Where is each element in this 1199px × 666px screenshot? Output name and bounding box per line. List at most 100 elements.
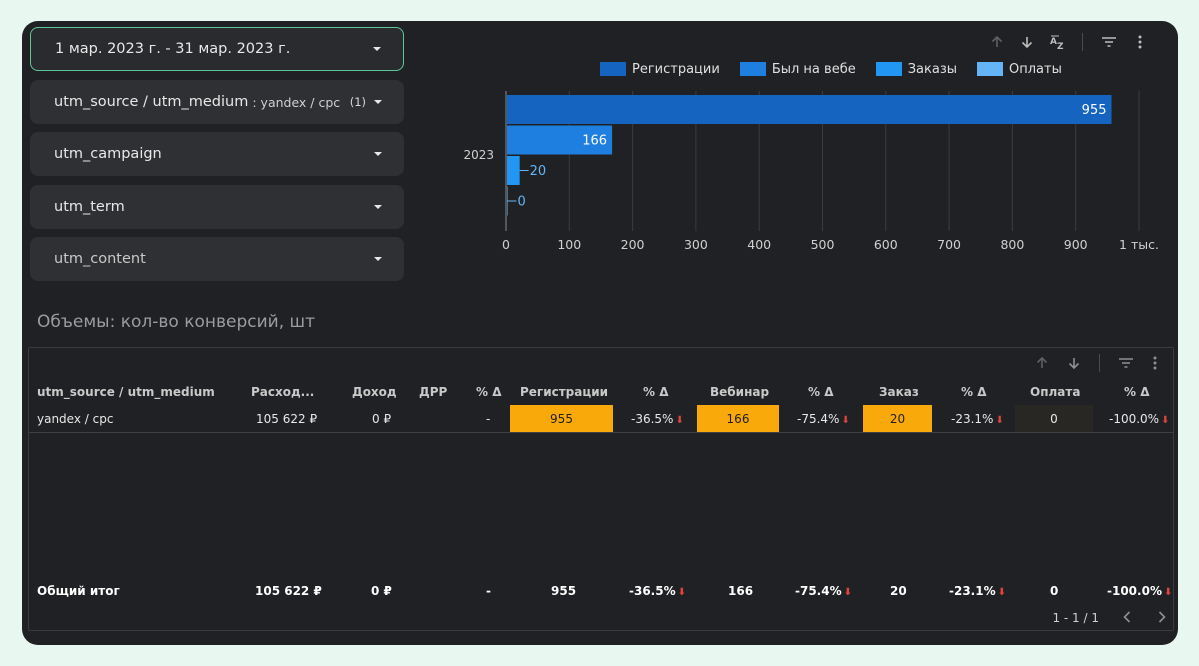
x-tick-label: 500 [811, 237, 835, 252]
cell-pay-delta: -100.0% ⬇ [1109, 412, 1170, 426]
header-webinar[interactable]: Вебинар [710, 385, 770, 399]
filter-icon[interactable] [1117, 354, 1135, 372]
total-income: 0 ₽ [371, 584, 392, 598]
total-webinar: 166 [728, 584, 754, 598]
filter-label: utm_campaign [54, 146, 162, 162]
header-income[interactable]: Доход [352, 385, 397, 399]
legend-item-registrations[interactable]: Регистрации [600, 62, 720, 77]
date-range-control[interactable]: 1 мар. 2023 г. - 31 мар. 2023 г. [30, 27, 404, 71]
cell-reg-delta: -36.5% ⬇ [631, 412, 684, 426]
cell-web-delta: -75.4% ⬇ [797, 412, 850, 426]
legend-label: Был на вебе [771, 61, 856, 77]
cell-spend: 105 622 ₽ [256, 412, 318, 426]
arrow-down-red-icon: ⬇ [995, 415, 1004, 426]
arrow-up-icon[interactable] [1033, 354, 1051, 372]
chevron-down-icon [373, 47, 381, 51]
total-order-delta: -23.1% ⬇ [949, 584, 1007, 598]
total-payment: 0 [1050, 584, 1059, 598]
total-order: 20 [890, 584, 907, 598]
date-range-label: 1 мар. 2023 г. - 31 мар. 2023 г. [55, 41, 291, 57]
toolbar-divider [1099, 354, 1100, 372]
legend-swatch [739, 62, 766, 76]
filter-value: : yandex / cpc [252, 94, 341, 110]
header-spend[interactable]: Расход... [251, 385, 315, 399]
total-reg-delta: -36.5% ⬇ [629, 584, 687, 598]
total-pay-delta: -100.0% ⬇ [1107, 584, 1173, 598]
header-source-medium[interactable]: utm_source / utm_medium [37, 385, 215, 399]
x-tick-label: 700 [937, 237, 961, 252]
bar-data-label: 0 [518, 195, 526, 210]
arrow-down-red-icon: ⬇ [997, 587, 1007, 598]
arrow-down-red-icon: ⬇ [841, 415, 850, 426]
x-tick-label: 200 [621, 237, 645, 252]
legend-swatch [600, 62, 626, 76]
source-medium-filter[interactable]: utm_source / utm_medium: yandex / cpc (1… [30, 80, 404, 124]
total-spend: 105 622 ₽ [255, 584, 322, 598]
cell-drr: - [486, 412, 491, 426]
cell-webinar: 166 [697, 405, 779, 433]
x-tick-label: 400 [747, 237, 771, 252]
legend-item-webinar[interactable]: Был на вебе [739, 61, 856, 77]
chevron-left-icon[interactable] [1119, 608, 1135, 626]
legend-label: Оплаты [1009, 61, 1062, 77]
cell-income: 0 ₽ [372, 412, 392, 426]
header-drr[interactable]: ДРР [419, 385, 448, 399]
y-category-label: 2023 [463, 148, 494, 162]
arrow-down-red-icon: ⬇ [675, 415, 684, 426]
cell-order: 20 [863, 405, 932, 433]
bar-data-label: 166 [582, 134, 607, 149]
term-filter[interactable]: utm_term [30, 185, 404, 229]
x-tick-label: 1 тыс. [1119, 237, 1159, 252]
arrow-down-icon[interactable] [1065, 354, 1083, 372]
pagination-label: 1 - 1 / 1 [1052, 611, 1099, 625]
total-label: Общий итог [37, 584, 120, 598]
legend-label: Заказы [907, 61, 958, 77]
x-tick-label: 300 [684, 237, 708, 252]
toolbar-divider [1082, 33, 1083, 51]
header-registrations[interactable]: Регистрации [520, 385, 609, 399]
filter-icon[interactable] [1100, 33, 1118, 51]
x-tick-label: 800 [1000, 237, 1024, 252]
chevron-down-icon [374, 205, 382, 209]
section-title: Объемы: кол-во конверсий, шт [37, 312, 315, 332]
legend-label: Регистрации [632, 61, 720, 77]
chevron-down-icon [374, 100, 382, 104]
bar-data-label: 20 [530, 164, 547, 179]
arrow-up-icon[interactable] [988, 33, 1006, 51]
header-order[interactable]: Заказ [879, 385, 919, 399]
content-filter[interactable]: utm_content [30, 237, 404, 281]
bar-chart: 0 100 200 300 400 500 600 700 800 900 1 тыс.202395… [463, 91, 1159, 252]
total-web-delta: -75.4% ⬇ [795, 584, 853, 598]
header-delta[interactable]: % Δ [643, 385, 669, 399]
more-vert-icon[interactable] [1147, 354, 1163, 372]
legend-swatch [875, 62, 902, 76]
x-tick-label: 900 [1064, 237, 1088, 252]
header-payment[interactable]: Оплата [1030, 385, 1081, 399]
x-tick-label: 100 [557, 237, 581, 252]
x-tick-label: 600 [874, 237, 898, 252]
header-delta[interactable]: % Δ [808, 385, 834, 399]
row-divider [29, 432, 1173, 433]
chevron-right-icon[interactable] [1154, 608, 1170, 626]
cell-order-delta: -23.1% ⬇ [951, 412, 1004, 426]
conversions-table: utm_source / utm_medium Расход... Доход … [28, 347, 1174, 631]
arrow-down-red-icon: ⬇ [843, 587, 853, 598]
legend-item-orders[interactable]: Заказы [875, 61, 958, 77]
header-delta[interactable]: % Δ [1124, 385, 1150, 399]
header-delta[interactable]: % Δ [476, 385, 502, 399]
arrow-down-icon[interactable] [1018, 33, 1036, 51]
svg-text:A: A [1050, 37, 1057, 47]
cell-registrations: 955 [510, 405, 613, 433]
chevron-down-icon [374, 257, 382, 261]
header-delta[interactable]: % Δ [961, 385, 987, 399]
more-vert-icon[interactable] [1132, 33, 1148, 51]
chevron-down-icon [374, 152, 382, 156]
total-registrations: 955 [551, 584, 577, 598]
legend-item-payments[interactable]: Оплаты [977, 62, 1062, 77]
bar [507, 95, 1112, 124]
campaign-filter[interactable]: utm_campaign [30, 132, 404, 176]
arrow-down-red-icon: ⬇ [1163, 587, 1173, 598]
cell-payment: 0 [1015, 405, 1093, 433]
chart-legend: Регистрации Был на вебе Заказы Оплаты [600, 61, 1082, 77]
